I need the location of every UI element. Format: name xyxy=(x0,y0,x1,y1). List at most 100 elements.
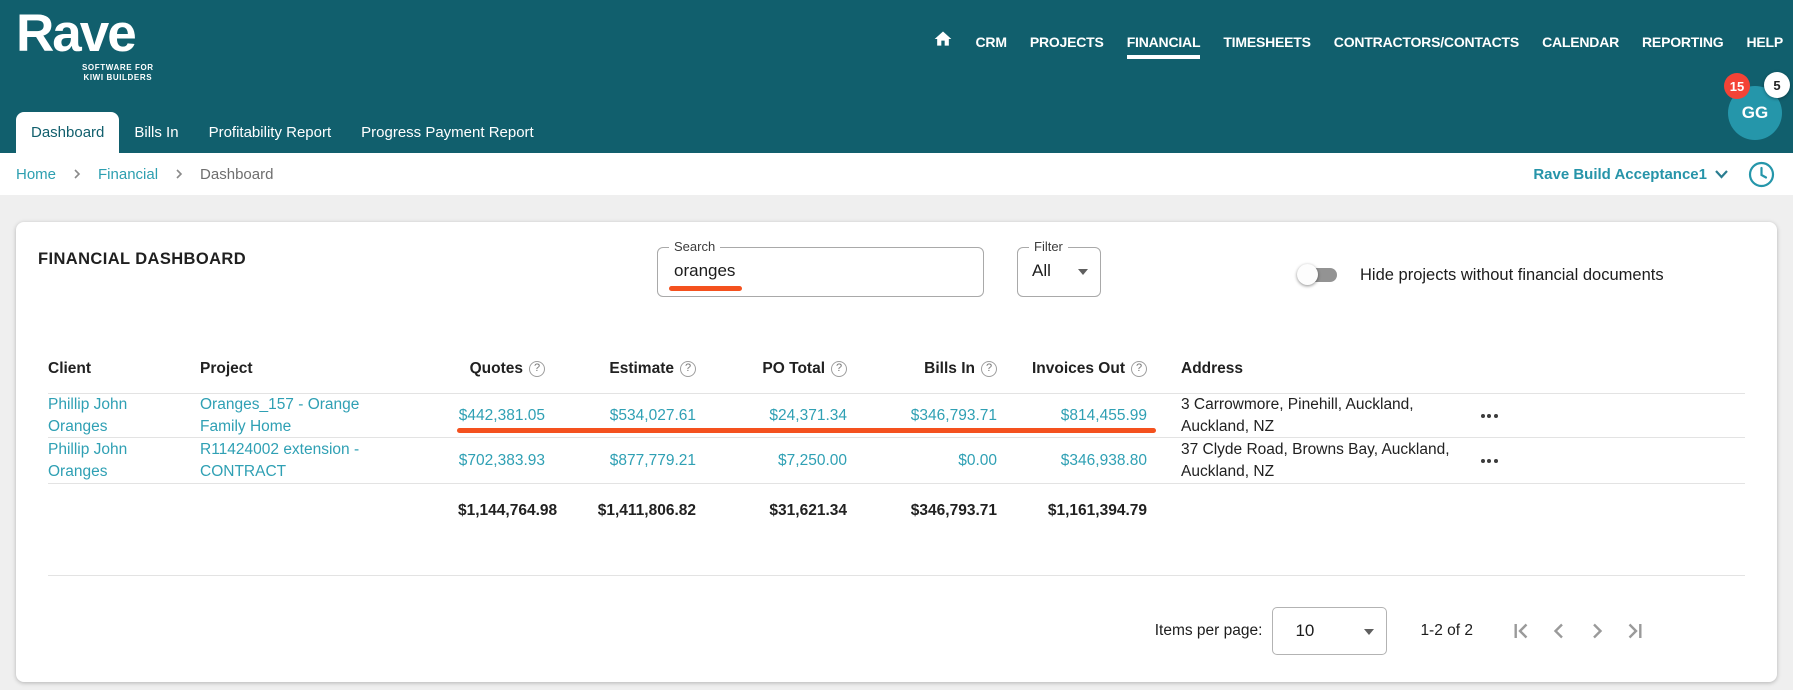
items-per-page-label: Items per page: xyxy=(1154,622,1263,639)
context-area: Rave Build Acceptance1 xyxy=(1533,161,1775,188)
nav-item-financial[interactable]: FINANCIAL xyxy=(1126,33,1201,59)
breadcrumb: Home Financial Dashboard xyxy=(16,166,273,183)
dropdown-arrow-icon xyxy=(1078,269,1088,275)
help-icon[interactable]: ? xyxy=(1131,361,1147,377)
nav-item-calendar[interactable]: CALENDAR xyxy=(1542,33,1620,50)
help-icon[interactable]: ? xyxy=(529,361,545,377)
column-header-client: Client xyxy=(48,360,92,377)
po-total-value[interactable]: $24,371.34 xyxy=(769,407,847,424)
logo-tagline: SOFTWARE FOR KIWI BUILDERS xyxy=(82,63,154,82)
items-per-page-value: 10 xyxy=(1295,621,1315,640)
breadcrumb-separator-icon xyxy=(72,168,82,180)
tab-dashboard[interactable]: Dashboard xyxy=(16,112,120,153)
chevron-down-icon[interactable] xyxy=(1714,169,1729,179)
column-header-invoices-out: Invoices Out ? xyxy=(997,360,1147,378)
tab-progress-payment-report[interactable]: Progress Payment Report xyxy=(361,124,534,141)
help-icon[interactable]: ? xyxy=(981,361,997,377)
quotes-value[interactable]: $702,383.93 xyxy=(458,451,545,469)
table-row: Phillip John Oranges Oranges_157 - Orang… xyxy=(48,394,1745,438)
toggle-thumb xyxy=(1297,264,1318,285)
hide-projects-toggle-label: Hide projects without financial document… xyxy=(1360,266,1664,284)
clock-icon[interactable] xyxy=(1748,161,1775,188)
nav-item-contractors-contacts[interactable]: CONTRACTORS/CONTACTS xyxy=(1333,33,1520,50)
pagination: Items per page: 10 1-2 of 2 xyxy=(48,607,1745,655)
tab-profitability-report[interactable]: Profitability Report xyxy=(208,124,332,141)
help-icon[interactable]: ? xyxy=(680,361,696,377)
breadcrumb-current: Dashboard xyxy=(200,165,274,183)
home-nav-button[interactable] xyxy=(933,29,953,54)
invoices-out-value[interactable]: $346,938.80 xyxy=(1060,451,1147,469)
projects-table: Client Project Quotes ? Estimate ? PO To… xyxy=(48,345,1745,538)
last-page-icon[interactable] xyxy=(1623,619,1647,643)
breadcrumb-bar: Home Financial Dashboard Rave Build Acce… xyxy=(0,153,1793,195)
totals-quotes: $1,144,764.98 xyxy=(458,502,558,519)
table-header-row: Client Project Quotes ? Estimate ? PO To… xyxy=(48,345,1745,394)
project-link[interactable]: R11424002 extension - CONTRACT xyxy=(200,440,360,480)
client-link[interactable]: Phillip John Oranges xyxy=(48,440,128,480)
column-header-project: Project xyxy=(200,360,253,377)
nav-item-timesheets[interactable]: TIMESHEETS xyxy=(1223,33,1311,50)
rave-logo[interactable]: Rave SOFTWARE FOR KIWI BUILDERS xyxy=(16,6,154,82)
filter-label: Filter xyxy=(1029,239,1068,254)
notification-badge-white[interactable]: 5 xyxy=(1764,72,1790,98)
filter-value: All xyxy=(1032,261,1051,280)
row-annotation-underline xyxy=(457,428,1156,433)
column-header-address: Address xyxy=(1181,360,1244,377)
hide-projects-toggle[interactable] xyxy=(1297,264,1339,285)
column-header-estimate: Estimate ? xyxy=(545,360,696,378)
bills-in-value[interactable]: $0.00 xyxy=(958,451,997,469)
sub-tabs: Dashboard Bills In Profitability Report … xyxy=(16,112,549,153)
pager-controls xyxy=(1509,619,1647,643)
tab-bills-in[interactable]: Bills In xyxy=(134,124,179,141)
nav-item-projects[interactable]: PROJECTS xyxy=(1029,33,1104,50)
breadcrumb-home[interactable]: Home xyxy=(16,165,57,183)
breadcrumb-financial[interactable]: Financial xyxy=(98,165,159,183)
page-title: FINANCIAL DASHBOARD xyxy=(38,250,247,268)
totals-po-total: $31,621.34 xyxy=(769,502,847,519)
totals-invoices-out: $1,161,394.79 xyxy=(1047,502,1147,519)
estimate-value[interactable]: $877,779.21 xyxy=(609,451,696,469)
notification-badge-red[interactable]: 15 xyxy=(1724,73,1750,99)
search-annotation-underline xyxy=(669,286,742,291)
address-text: 3 Carrowmore, Pinehill, Auckland, Auckla… xyxy=(1181,396,1414,435)
nav-item-reporting[interactable]: REPORTING xyxy=(1642,33,1724,50)
totals-estimate: $1,411,806.82 xyxy=(597,502,696,519)
column-header-quotes: Quotes ? xyxy=(458,360,545,378)
bills-in-value[interactable]: $346,793.71 xyxy=(910,407,997,424)
help-icon[interactable]: ? xyxy=(831,361,847,377)
nav-item-crm[interactable]: CRM xyxy=(975,33,1007,50)
row-more-options-icon[interactable] xyxy=(1477,414,1501,418)
po-total-value[interactable]: $7,250.00 xyxy=(778,451,847,469)
search-label: Search xyxy=(669,239,721,254)
divider xyxy=(48,575,1745,576)
app-header: Rave SOFTWARE FOR KIWI BUILDERS CRM PROJ… xyxy=(0,0,1793,153)
address-text: 37 Clyde Road, Browns Bay, Auckland, Auc… xyxy=(1181,440,1450,480)
next-page-icon[interactable] xyxy=(1585,619,1609,643)
project-link[interactable]: Oranges_157 - Orange Family Home xyxy=(200,396,360,435)
filter-select[interactable]: Filter All xyxy=(1017,239,1101,297)
estimate-value[interactable]: $534,027.61 xyxy=(609,407,696,424)
top-nav: CRM PROJECTS FINANCIAL TIMESHEETS CONTRA… xyxy=(933,29,1783,59)
totals-bills-in: $346,793.71 xyxy=(910,502,997,519)
financial-dashboard-card: FINANCIAL DASHBOARD Search oranges Filte… xyxy=(16,222,1777,682)
column-header-po-total: PO Total ? xyxy=(696,360,847,378)
column-header-bills-in: Bills In ? xyxy=(847,360,997,378)
dropdown-arrow-icon xyxy=(1364,629,1375,635)
previous-page-icon[interactable] xyxy=(1547,619,1571,643)
quotes-value[interactable]: $442,381.05 xyxy=(458,407,545,424)
row-more-options-icon[interactable] xyxy=(1477,458,1501,463)
search-input[interactable]: Search oranges xyxy=(657,239,984,297)
logo-brand-text: Rave xyxy=(16,4,137,63)
table-totals-row: $1,144,764.98 $1,411,806.82 $31,621.34 $… xyxy=(48,484,1745,538)
search-value: oranges xyxy=(674,261,736,280)
first-page-icon[interactable] xyxy=(1509,619,1533,643)
context-selector[interactable]: Rave Build Acceptance1 xyxy=(1533,165,1707,183)
table-row: Phillip John Oranges R11424002 extension… xyxy=(48,438,1745,484)
breadcrumb-separator-icon xyxy=(174,168,184,180)
client-link[interactable]: Phillip John Oranges xyxy=(48,396,128,435)
page-range-label: 1-2 of 2 xyxy=(1420,622,1473,639)
invoices-out-value[interactable]: $814,455.99 xyxy=(1060,407,1147,424)
items-per-page-select[interactable]: 10 xyxy=(1272,607,1388,655)
home-icon xyxy=(933,29,953,54)
nav-item-help[interactable]: HELP xyxy=(1746,33,1783,50)
